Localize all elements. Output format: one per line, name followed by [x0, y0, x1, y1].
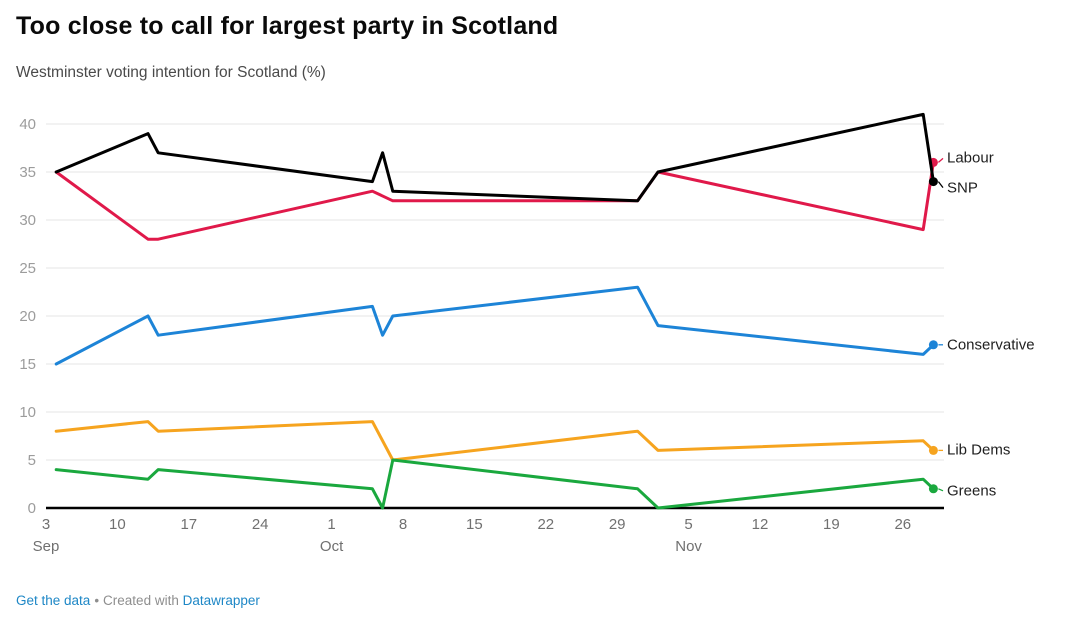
y-tick-label-10: 10: [19, 404, 36, 421]
footer-credit-text: Created with: [103, 593, 179, 608]
chart-title: Too close to call for largest party in S…: [16, 12, 559, 40]
y-tick-label-25: 25: [19, 260, 36, 277]
y-tick-label-30: 30: [19, 212, 36, 229]
footer-separator: •: [94, 593, 100, 608]
x-tick-label-22: 22: [537, 516, 554, 533]
datawrapper-link[interactable]: Datawrapper: [182, 593, 260, 608]
y-tick-label-40: 40: [19, 116, 36, 133]
series-label-lib-dems: Lib Dems: [947, 441, 1011, 459]
x-tick-label-29: 29: [609, 516, 626, 533]
series-label-greens: Greens: [947, 482, 997, 500]
series-line-greens: [54, 458, 935, 510]
x-tick-label-5: 5: [684, 516, 692, 533]
x-tick-label-15: 15: [466, 516, 483, 533]
series-end-dot-snp: [928, 177, 938, 187]
series-leader-snp: [937, 181, 944, 188]
y-tick-label-35: 35: [19, 164, 36, 181]
series-label-snp: SNP: [947, 179, 978, 197]
series-leader-greens: [938, 488, 944, 492]
series-end-dot-greens: [928, 484, 938, 494]
x-tick-label-8: 8: [399, 516, 407, 533]
x-month-label-Oct: Oct: [320, 538, 344, 555]
series-leader-labour: [937, 157, 944, 163]
chart-footer: Get the data • Created with Datawrapper: [16, 593, 260, 608]
series-line-labour: [54, 160, 935, 241]
series-label-conservative: Conservative: [947, 336, 1035, 354]
y-tick-label-20: 20: [19, 308, 36, 325]
series-end-dot-lib-dems: [928, 445, 938, 455]
y-tick-label-0: 0: [28, 500, 36, 517]
series-end-dot-conservative: [928, 340, 938, 350]
x-tick-label-12: 12: [752, 516, 769, 533]
x-tick-label-24: 24: [252, 516, 269, 533]
x-tick-label-1: 1: [327, 516, 335, 533]
x-tick-label-10: 10: [109, 516, 126, 533]
y-tick-label-15: 15: [19, 356, 36, 373]
y-tick-label-5: 5: [28, 452, 36, 469]
series-line-conservative: [54, 285, 935, 366]
get-the-data-link[interactable]: Get the data: [16, 593, 91, 608]
series-line-snp: [54, 112, 935, 203]
series-label-labour: Labour: [947, 149, 994, 167]
x-tick-label-19: 19: [823, 516, 840, 533]
x-tick-label-26: 26: [894, 516, 911, 533]
x-month-label-Nov: Nov: [675, 538, 702, 555]
x-month-label-Sep: Sep: [33, 538, 60, 555]
x-tick-label-3: 3: [42, 516, 50, 533]
x-tick-label-17: 17: [180, 516, 197, 533]
chart-subtitle: Westminster voting intention for Scotlan…: [16, 64, 326, 81]
series-line-lib-dems: [54, 420, 935, 462]
